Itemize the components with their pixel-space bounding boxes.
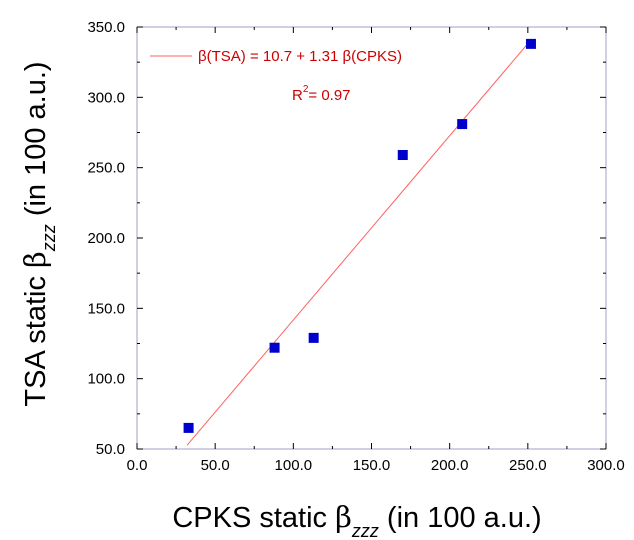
y-tick-label: 250.0 [87,160,125,177]
x-axis-title-suffix: (in 100 a.u.) [379,502,542,534]
x-tick-label: 0.0 [127,457,148,474]
x-tick-label: 300.0 [587,457,625,474]
y-tick-labels: 50.0 100.0 150.0 200.0 250.0 300.0 350.0 [87,19,125,458]
plot-frame-rect [136,26,607,450]
y-axis-title-subscript: zzz [39,224,59,252]
y-tick-label: 300.0 [87,89,125,106]
y-axis-title-suffix: (in 100 a.u.) [20,61,52,224]
fit-line-layer [186,39,532,446]
r-squared-label: R2= 0.97 [292,84,351,104]
x-tick-label: 250.0 [509,457,547,474]
x-axis-title-subscript: zzz [351,521,379,540]
x-tick-label: 200.0 [431,457,469,474]
r-squared-superscript: 2 [303,84,309,95]
axis-ticks [136,26,607,450]
x-tick-label: 100.0 [275,457,313,474]
plot-frame [136,26,607,450]
data-point [308,332,319,343]
x-tick-label: 150.0 [353,457,391,474]
y-tick-label: 50.0 [96,441,125,458]
y-tick-label: 350.0 [87,19,125,36]
x-axis-title-symbol: β [335,500,352,534]
data-point [457,119,468,130]
y-axis-title-symbol: β [18,251,52,268]
data-point [183,422,194,433]
data-point [269,342,280,353]
y-axis-title-prefix: TSA static [20,268,52,407]
r-squared-prefix: R [292,87,303,104]
y-axis-title: TSA static βzzz (in 100 a.u.) [18,61,59,406]
data-points [183,38,536,433]
y-tick-label: 150.0 [87,300,125,317]
fit-equation-label: β(TSA) = 10.7 + 1.31 β(CPKS) [198,48,402,65]
fit-line [186,39,532,446]
data-point [397,150,408,161]
x-tick-labels: 0.0 50.0 100.0 150.0 200.0 250.0 300.0 [127,457,625,474]
x-axis-title-prefix: CPKS static [172,502,335,534]
r-squared-suffix: = 0.97 [308,87,350,104]
x-axis-title: CPKS static βzzz (in 100 a.u.) [172,500,541,540]
legend: β(TSA) = 10.7 + 1.31 β(CPKS) R2= 0.97 [150,48,402,104]
x-tick-label: 50.0 [201,457,230,474]
data-point [525,38,536,49]
y-tick-label: 100.0 [87,371,125,388]
y-tick-label: 200.0 [87,230,125,247]
